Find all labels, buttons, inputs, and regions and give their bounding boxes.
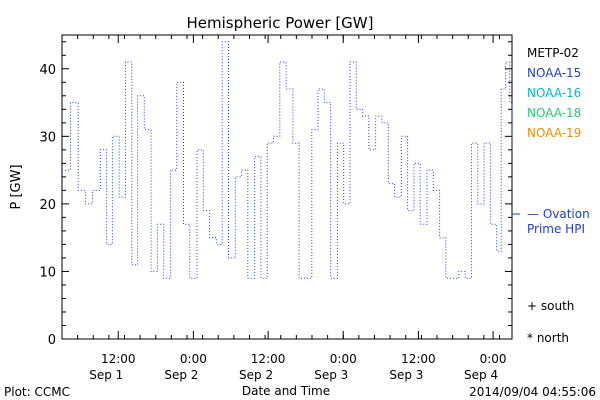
- x-tick-label-time: 12:00: [401, 352, 436, 366]
- legend: METP-02 NOAA-15 NOAA-16 NOAA-18 NOAA-19 — Ova…: [512, 46, 590, 345]
- x-tick-label-date: Sep 3: [314, 368, 348, 382]
- chart-title: Hemispheric Power [GW]: [187, 14, 374, 32]
- ovation-label-line2: Prime HPI: [527, 222, 585, 236]
- x-tick-label-time: 0:00: [180, 352, 207, 366]
- x-tick-label-date: Sep 1: [89, 368, 123, 382]
- y-tick-label: 30: [39, 130, 56, 145]
- plot-frame: [61, 34, 513, 340]
- legend-entry: METP-02: [527, 46, 579, 60]
- ovation-label-line1: — Ovation: [527, 207, 590, 221]
- legend-entry: NOAA-15: [527, 66, 581, 80]
- x-axis-ticks: 12:00 Sep 1 0:00 Sep 2 12:00 Sep 2 0:00 Sep 3 12…: [61, 35, 507, 382]
- y-tick-label: 20: [39, 198, 56, 213]
- y-axis-label: P [GW]: [9, 164, 24, 209]
- x-tick-label-date: Sep 2: [164, 368, 198, 382]
- x-tick-label-time: 0:00: [480, 352, 507, 366]
- x-tick-label-time: 0:00: [330, 352, 357, 366]
- y-tick-label: 40: [39, 63, 56, 78]
- legend-entry: NOAA-19: [527, 126, 581, 140]
- x-tick-label-date: Sep 4: [464, 368, 498, 382]
- x-tick-label-time: 12:00: [101, 352, 136, 366]
- marker-legend-north: * north: [527, 331, 569, 345]
- x-tick-label-date: Sep 3: [389, 368, 423, 382]
- x-tick-label-date: Sep 2: [239, 368, 273, 382]
- footer-left: Plot: CCMC: [4, 385, 70, 399]
- y-tick-label: 0: [48, 333, 56, 348]
- series-line: [62, 41, 513, 279]
- legend-entry: NOAA-16: [527, 86, 581, 100]
- series-layer: [61, 41, 513, 279]
- y-axis-ticks: 0 10 20 30 40: [39, 41, 512, 348]
- marker-legend-south: + south: [527, 299, 574, 313]
- legend-entry: NOAA-18: [527, 106, 581, 120]
- footer-right: 2014/09/04 04:55:06: [469, 385, 596, 399]
- x-axis-label: Date and Time: [242, 384, 330, 398]
- x-tick-label-time: 12:00: [251, 352, 286, 366]
- y-tick-label: 10: [39, 265, 56, 280]
